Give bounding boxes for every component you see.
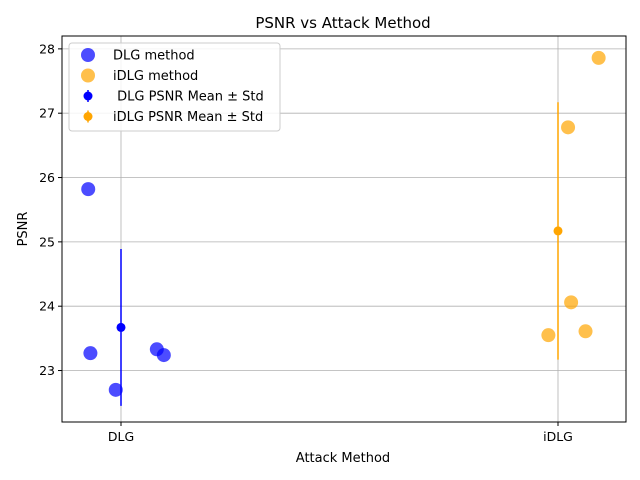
plot-frame bbox=[61, 35, 627, 423]
y-tick-label-2: 25 bbox=[39, 234, 55, 249]
x-tick-label-1: iDLG bbox=[543, 429, 573, 444]
legend-marker-2 bbox=[83, 91, 93, 101]
legend: DLG method iDLG method DLG PSNR Mean ± St… bbox=[68, 42, 281, 132]
point-idlg-method-4 bbox=[541, 328, 556, 343]
legend-marker-3 bbox=[83, 112, 93, 121]
legend-marker-0 bbox=[81, 48, 95, 62]
chart-title: PSNR vs Attack Method bbox=[255, 14, 430, 32]
legend-box bbox=[68, 42, 281, 132]
y-axis-ticks: 23 24 25 26 27 28 bbox=[39, 41, 62, 378]
legend-label-2: DLG PSNR Mean ± Std bbox=[113, 90, 264, 105]
y-tick-label-3: 26 bbox=[39, 170, 55, 185]
x-axis-ticks: DLG iDLG bbox=[108, 422, 573, 444]
point-dlg-method-2 bbox=[108, 382, 123, 397]
legend-marker-1 bbox=[81, 68, 95, 83]
point-idlg-method-1 bbox=[561, 120, 576, 135]
y-tick-label-1: 24 bbox=[39, 299, 55, 314]
point-dlg-method-1 bbox=[83, 346, 98, 361]
legend-label-3: iDLG PSNR Mean ± Std bbox=[113, 110, 263, 125]
legend-label-0: DLG method bbox=[113, 49, 195, 64]
mean-marker-dlg bbox=[116, 322, 126, 332]
mean-marker-idlg bbox=[553, 226, 563, 236]
point-idlg-method-0 bbox=[591, 50, 606, 65]
point-dlg-method-4 bbox=[156, 348, 171, 363]
y-tick-label-0: 23 bbox=[39, 363, 55, 378]
point-idlg-method-2 bbox=[564, 295, 579, 310]
point-dlg-method-0 bbox=[81, 182, 96, 197]
legend-label-1: iDLG method bbox=[113, 69, 198, 84]
x-tick-label-0: DLG bbox=[108, 429, 134, 444]
y-tick-label-4: 27 bbox=[39, 106, 55, 121]
x-axis-label: Attack Method bbox=[296, 451, 390, 466]
y-axis-label: PSNR bbox=[16, 212, 31, 247]
y-tick-label-5: 28 bbox=[39, 41, 55, 56]
point-idlg-method-3 bbox=[578, 324, 593, 339]
data-marks bbox=[81, 50, 606, 406]
